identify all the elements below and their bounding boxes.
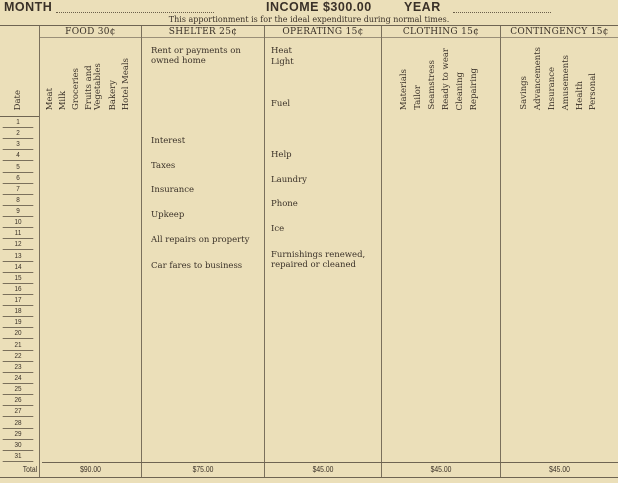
date-row: 31 — [2, 451, 34, 462]
operating-item: Laundry — [271, 175, 307, 185]
food-total: $90.00 — [80, 465, 101, 474]
shelter-item: Car fares to business — [151, 261, 243, 271]
date-row: 22 — [2, 351, 34, 362]
date-row: 21 — [2, 340, 34, 351]
shelter-total: $75.00 — [192, 465, 214, 474]
shelter-item: Taxes — [151, 161, 176, 171]
date-row: 2 — [2, 128, 34, 140]
date-row: 8 — [2, 195, 34, 206]
contingency-item: Amusements — [561, 54, 571, 110]
date-header: Date — [13, 89, 23, 110]
shelter-title: SHELTER 25¢ — [168, 27, 238, 37]
date-row: 5 — [2, 162, 34, 173]
operating-item: Fuel — [271, 99, 291, 109]
divider — [39, 26, 40, 478]
date-row: 9 — [2, 206, 34, 218]
operating-total: $45.00 — [312, 465, 334, 474]
food-item: Hotel Meals — [121, 57, 131, 110]
date-row: 4 — [2, 150, 34, 162]
apportionment-note: This apportionment is for the ideal expe… — [168, 15, 450, 24]
date-row: 1 — [2, 117, 34, 128]
date-row: 23 — [2, 362, 34, 373]
contingency-total: $45.00 — [549, 465, 570, 474]
date-row: 13 — [2, 251, 34, 262]
operating-item: Help — [271, 150, 292, 160]
operating-item: Ice — [271, 224, 285, 234]
year-label: YEAR — [404, 0, 441, 14]
date-row: 3 — [2, 139, 34, 151]
date-row: 30 — [2, 440, 34, 451]
date-row: 12 — [2, 239, 34, 251]
date-row: 15 — [2, 273, 34, 284]
date-row: 20 — [2, 328, 34, 340]
clothing-item: Materials — [399, 68, 409, 110]
date-row: 29 — [2, 429, 34, 440]
food-title: FOOD 30¢ — [65, 27, 116, 37]
group-header-rule — [40, 37, 618, 38]
food-item: Groceries — [71, 68, 81, 110]
food-item: Meat — [45, 87, 55, 110]
date-row: 19 — [2, 317, 34, 329]
contingency-title: CONTINGENCY 15¢ — [510, 27, 609, 37]
date-row: 25 — [2, 384, 34, 396]
food-item: Milk — [58, 90, 68, 110]
divider — [381, 26, 382, 478]
year-field[interactable] — [453, 12, 551, 13]
clothing-item: Tailor — [413, 85, 423, 110]
date-row: 18 — [2, 306, 34, 318]
operating-item: Phone — [271, 199, 298, 209]
date-row: 11 — [2, 228, 34, 240]
date-row: 16 — [2, 284, 34, 295]
contingency-item: Health — [575, 80, 585, 110]
date-row: 24 — [2, 373, 34, 384]
income-label: INCOME $300.00 — [266, 0, 372, 14]
header-rule — [0, 25, 618, 26]
divider — [500, 26, 501, 478]
date-row: 26 — [2, 395, 34, 407]
date-row: 10 — [2, 217, 34, 229]
contingency-item: Advancements — [533, 46, 543, 110]
clothing-item: Seamstress — [427, 60, 437, 110]
operating-item: Furnishings renewed, repaired or cleaned — [271, 250, 366, 270]
shelter-item: Rent or payments on owned home — [151, 46, 241, 66]
date-row: 7 — [2, 184, 34, 195]
month-field[interactable] — [56, 12, 214, 13]
clothing-item: Repairing — [469, 67, 479, 110]
clothing-total: $45.00 — [430, 465, 452, 474]
date-row: 27 — [2, 406, 34, 418]
shelter-item: Upkeep — [151, 210, 185, 220]
date-header-rule — [0, 116, 39, 117]
contingency-item: Savings — [519, 76, 529, 110]
total-label: Total — [22, 465, 38, 474]
total-rule — [42, 462, 618, 463]
date-row: 28 — [2, 418, 34, 429]
shelter-item: Interest — [151, 136, 186, 146]
operating-title: OPERATING 15¢ — [282, 27, 364, 37]
food-item: Fruits and Vegetables — [84, 63, 103, 110]
food-item: Bakery — [108, 79, 118, 110]
clothing-item: Ready to wear — [441, 47, 451, 110]
date-row: 6 — [2, 173, 34, 184]
date-row: 14 — [2, 262, 34, 273]
month-label: MONTH — [4, 0, 53, 14]
divider — [141, 26, 142, 478]
contingency-item: Insurance — [547, 66, 557, 110]
bottom-rule — [0, 477, 618, 478]
date-row: 17 — [2, 295, 34, 307]
shelter-item: All repairs on property — [151, 235, 250, 245]
contingency-item: Personal — [588, 72, 598, 110]
clothing-item: Cleaning — [455, 71, 465, 110]
shelter-item: Insurance — [151, 185, 195, 195]
operating-item: Light — [271, 57, 294, 67]
divider — [264, 26, 265, 478]
operating-item: Heat — [271, 46, 292, 56]
clothing-title: CLOTHING 15¢ — [402, 27, 480, 37]
